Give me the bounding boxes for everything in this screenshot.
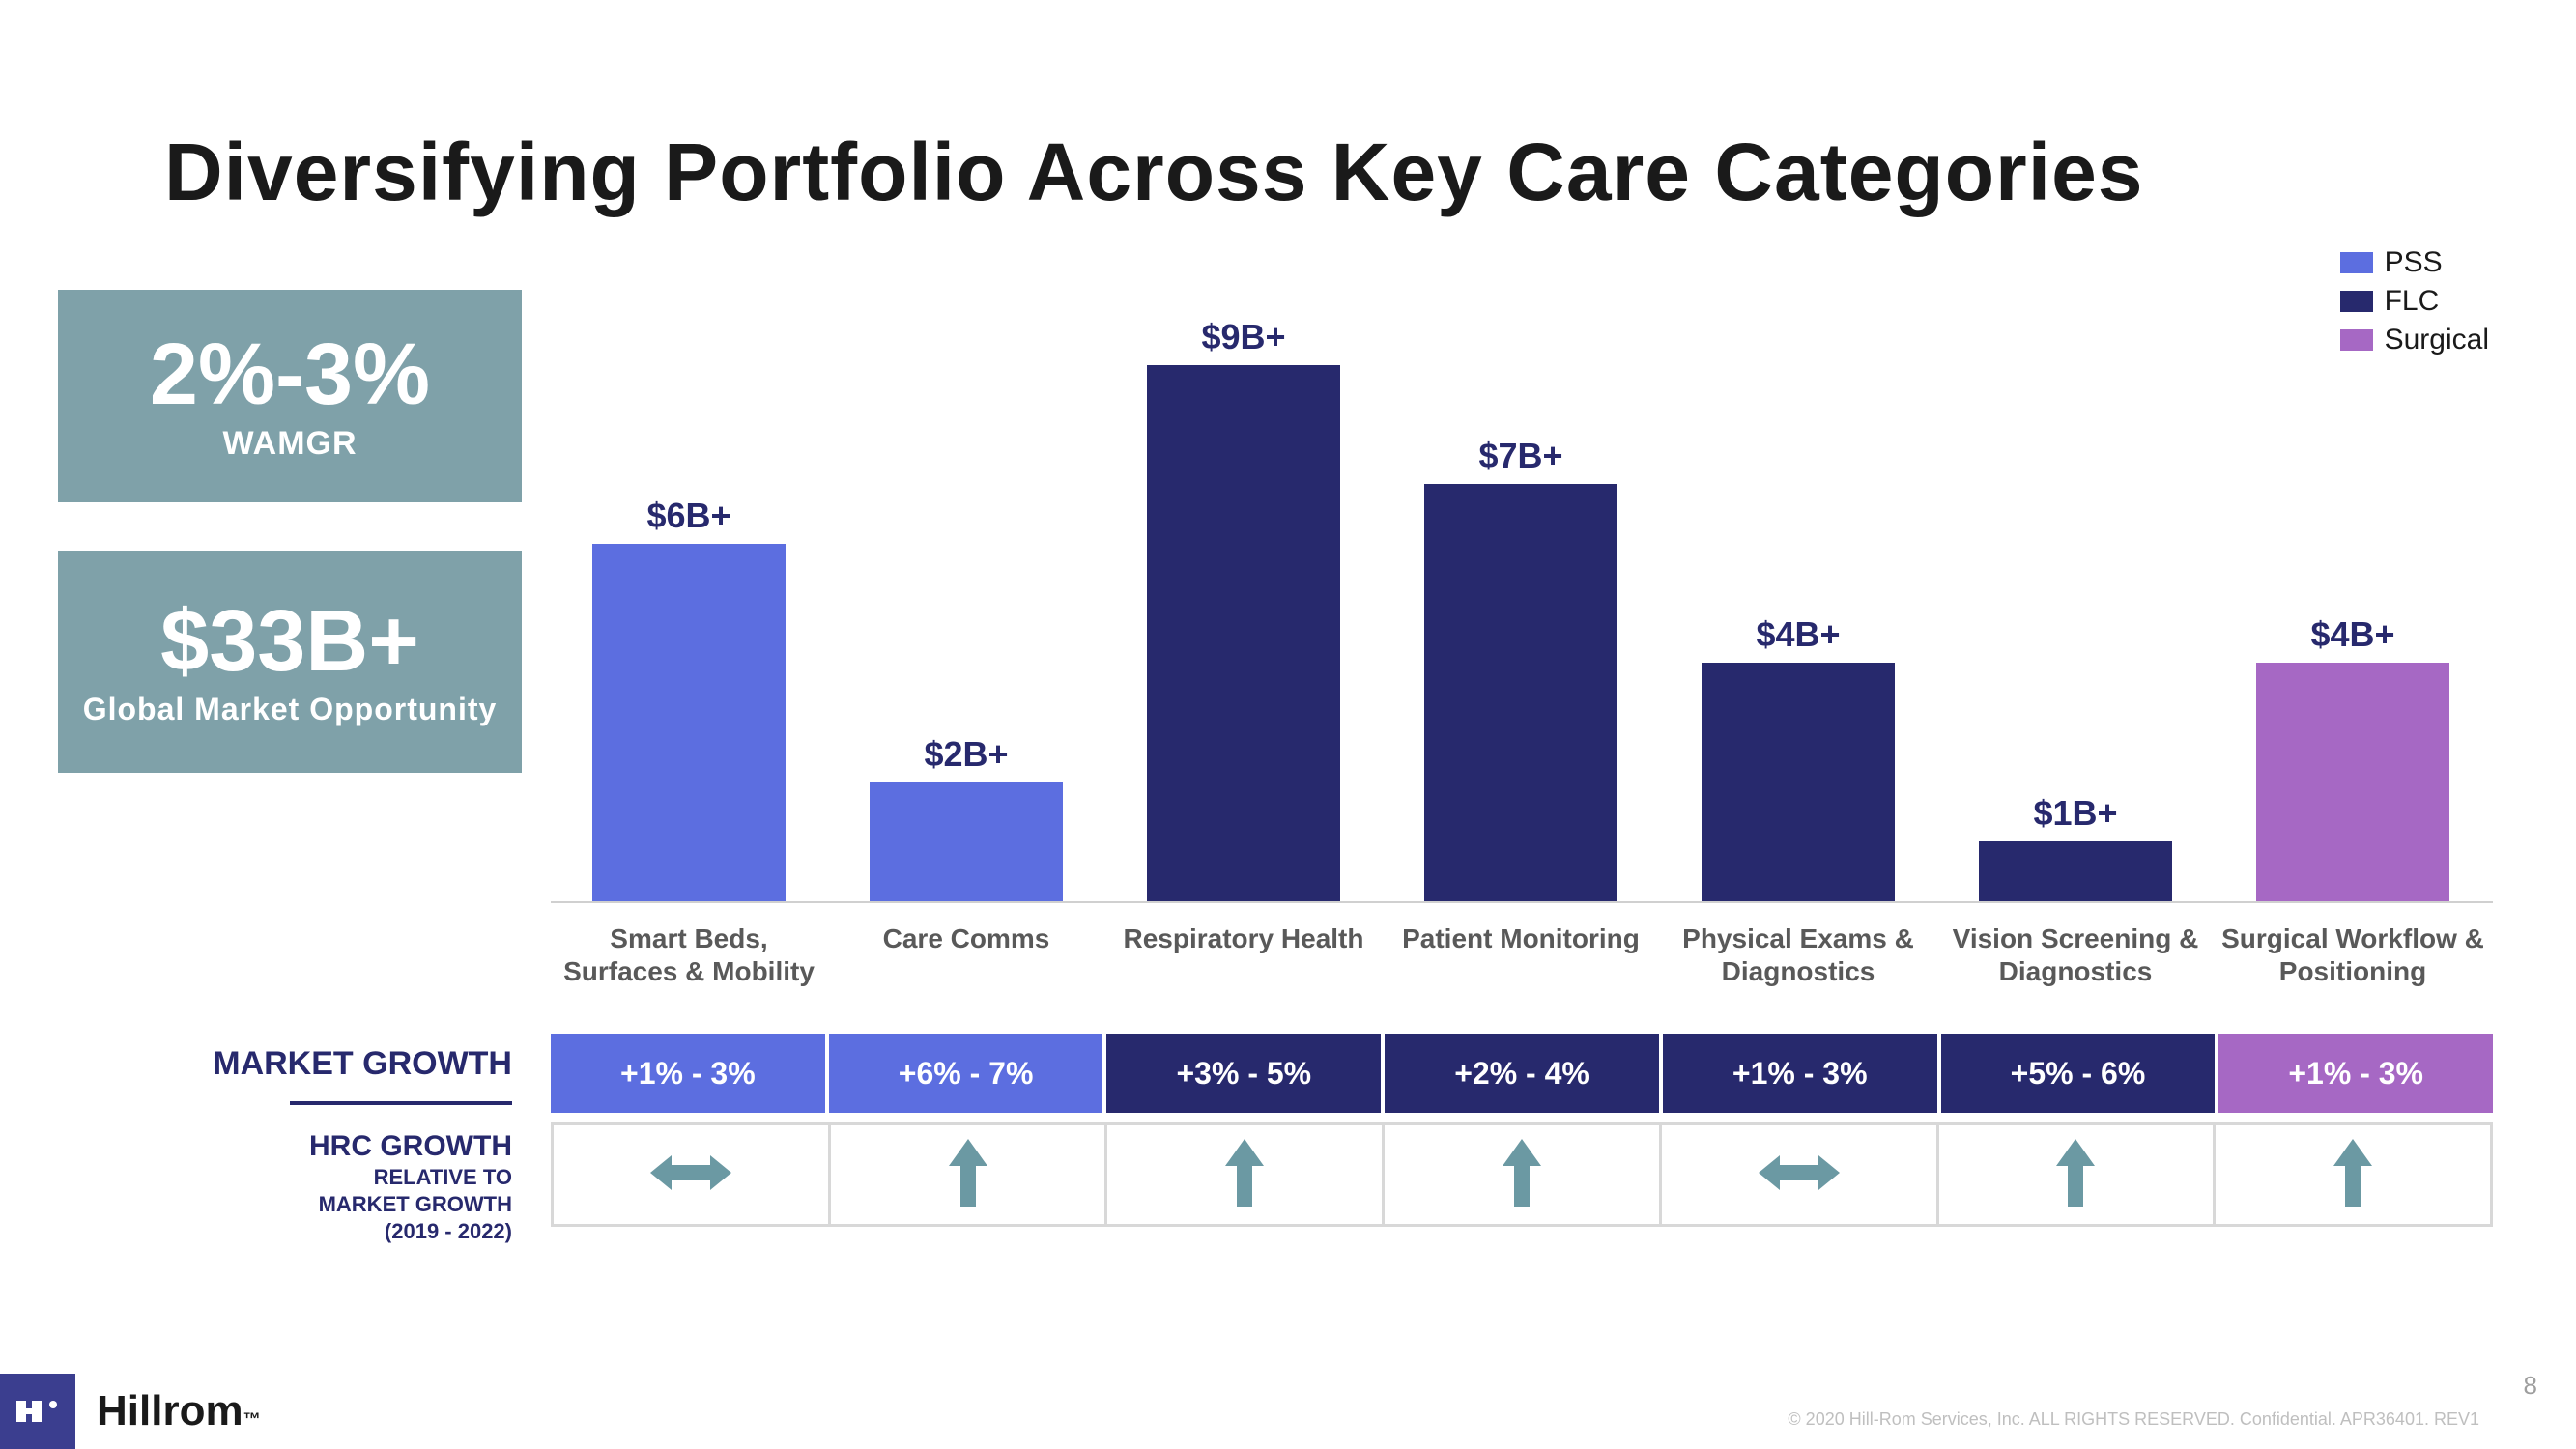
bar-chart: $6B+ $2B+ $9B+ $7B+ $4B+ $1B+ $4B+ [551,299,2493,903]
bar: $7B+ [1415,484,1627,901]
category-label: Respiratory Health [1108,923,1379,955]
category-label: Smart Beds, Surfaces & Mobility [554,923,824,987]
arrow-up-icon [1503,1139,1541,1211]
market-growth-cell: +5% - 6% [1941,1034,2216,1113]
bar-rect [1424,484,1617,901]
hrc-growth-cell [1662,1125,1939,1224]
bar-rect [1702,663,1895,901]
arrow-up-icon [949,1139,987,1211]
market-growth-cell: +6% - 7% [829,1034,1103,1113]
category-label: Care Comms [831,923,1102,955]
slide-title: Diversifying Portfolio Across Key Care C… [164,126,2144,219]
category-label: Patient Monitoring [1386,923,1656,955]
market-growth-cell: +1% - 3% [2218,1034,2493,1113]
bar-value-label: $4B+ [2247,614,2459,655]
bar-rect [1979,841,2172,901]
bar-value-label: $1B+ [1969,793,2182,834]
bar-value-label: $2B+ [860,734,1073,775]
hrc-growth-cell [831,1125,1108,1224]
market-growth-cell: +3% - 5% [1106,1034,1381,1113]
bar-rect [870,782,1063,901]
bar-value-label: $9B+ [1137,317,1350,357]
bar-rect [1147,365,1340,901]
kpi-value: 2%-3% [150,329,430,421]
market-growth-cell: +1% - 3% [551,1034,825,1113]
bar-value-label: $7B+ [1415,436,1627,476]
arrow-left-right-icon [1759,1153,1840,1197]
hrc-growth-cell [554,1125,831,1224]
category-label: Surgical Workflow & Positioning [2218,923,2488,987]
hrc-growth-cell [1939,1125,2217,1224]
legend-swatch [2340,252,2373,273]
bar: $9B+ [1137,365,1350,901]
hrc-growth-cell [1107,1125,1385,1224]
kpi-value: $33B+ [160,596,419,688]
market-growth-cell: +1% - 3% [1663,1034,1937,1113]
slide: Diversifying Portfolio Across Key Care C… [0,0,2576,1449]
bar: $2B+ [860,782,1073,901]
copyright-text: © 2020 Hill-Rom Services, Inc. ALL RIGHT… [1788,1409,2479,1430]
market-growth-cell: +2% - 4% [1385,1034,1659,1113]
hrc-growth-label: HRC GROWTH RELATIVE TO MARKET GROWTH (20… [58,1130,531,1244]
brand-logo-icon [0,1374,75,1449]
category-label: Physical Exams & Diagnostics [1663,923,1933,987]
kpi-label: WAMGR [222,425,357,463]
category-labels-row: Smart Beds, Surfaces & MobilityCare Comm… [551,923,2493,1029]
legend-item: PSS [2340,246,2489,279]
hrc-growth-row [551,1122,2493,1227]
bar-rect [592,544,786,901]
category-label: Vision Screening & Diagnostics [1940,923,2211,987]
brand-name: Hillrom™ [97,1387,261,1435]
bar-rect [2256,663,2449,901]
kpi-label: Global Market Opportunity [83,692,498,727]
arrow-up-icon [1225,1139,1264,1211]
market-growth-row: +1% - 3%+6% - 7%+3% - 5%+2% - 4%+1% - 3%… [551,1034,2493,1113]
legend-label: PSS [2385,246,2443,279]
bar: $6B+ [583,544,795,901]
kpi-market-opportunity: $33B+ Global Market Opportunity [58,551,522,773]
arrow-left-right-icon [650,1153,731,1197]
hrc-growth-cell [2216,1125,2490,1224]
page-number: 8 [2524,1371,2537,1401]
arrow-up-icon [2056,1139,2095,1211]
market-growth-label: MARKET GROWTH [58,1045,531,1083]
bar-value-label: $6B+ [583,496,795,536]
bar: $1B+ [1969,841,2182,901]
slide-footer: Hillrom™ © 2020 Hill-Rom Services, Inc. … [0,1367,2576,1449]
bar-value-label: $4B+ [1692,614,1904,655]
arrow-up-icon [2333,1139,2372,1211]
bar: $4B+ [2247,663,2459,901]
kpi-wamgr: 2%-3% WAMGR [58,290,522,502]
hrc-growth-cell [1385,1125,1662,1224]
bar: $4B+ [1692,663,1904,901]
divider [290,1101,512,1105]
